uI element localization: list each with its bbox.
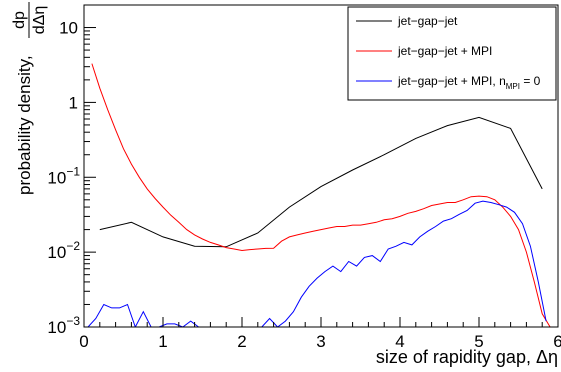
legend-box (347, 6, 557, 101)
y-tick-base: 10 (47, 318, 66, 337)
y-tick-label: 10−3 (47, 314, 80, 337)
y-axis-title-group: probability density, dp dΔη (11, 2, 48, 195)
plot-area (87, 63, 551, 327)
legend-label-text: jet−gap−jet + MPI (397, 44, 492, 58)
series-line-1 (99, 116, 543, 248)
x-tick-label: 4 (395, 332, 404, 351)
x-tick-label: 3 (316, 332, 325, 351)
y-tick-exponent: −2 (66, 239, 80, 253)
y-tick-label: 1 (69, 93, 78, 112)
legend: jet−gap−jet jet−gap−jet + MPI jet−gap−jet … (347, 6, 557, 101)
legend-label-suffix: = 0 (520, 74, 541, 88)
x-axis-title: size of rapidity gap, Δη (376, 347, 558, 367)
y-tick-label: 10−2 (47, 239, 80, 262)
y-tick-base: 10 (47, 243, 66, 262)
legend-label-subscript: MPI (506, 82, 520, 91)
legend-label-1: jet−gap−jet (397, 14, 458, 28)
y-tick-exponent: −3 (66, 314, 80, 328)
series-line-3 (87, 200, 547, 327)
legend-label-2: jet−gap−jet + MPI (397, 44, 492, 58)
y-axis-title-denominator: dΔη (31, 6, 48, 34)
x-tick-label: 1 (158, 332, 167, 351)
x-tick-label: 0 (79, 332, 88, 351)
y-tick-base: 10 (47, 168, 66, 187)
x-tick-label: 6 (553, 332, 561, 351)
series-line-2 (91, 63, 551, 327)
legend-label-text: jet−gap−jet + MPI, n (397, 74, 506, 88)
x-tick-label: 2 (237, 332, 246, 351)
legend-label-text: jet−gap−jet (397, 14, 458, 28)
legend-label-3: jet−gap−jet + MPI, nMPI = 0 (397, 74, 541, 91)
axis-labels: size of rapidity gap, Δη probability dens… (11, 2, 558, 367)
y-tick-label: 10−1 (47, 164, 80, 187)
y-tick-label: 10 (59, 19, 78, 38)
y-tick-exponent: −1 (66, 164, 80, 178)
y-axis-title-numerator: dp (11, 11, 28, 29)
y-axis-title: probability density, (15, 55, 34, 195)
x-tick-label: 5 (474, 332, 483, 351)
